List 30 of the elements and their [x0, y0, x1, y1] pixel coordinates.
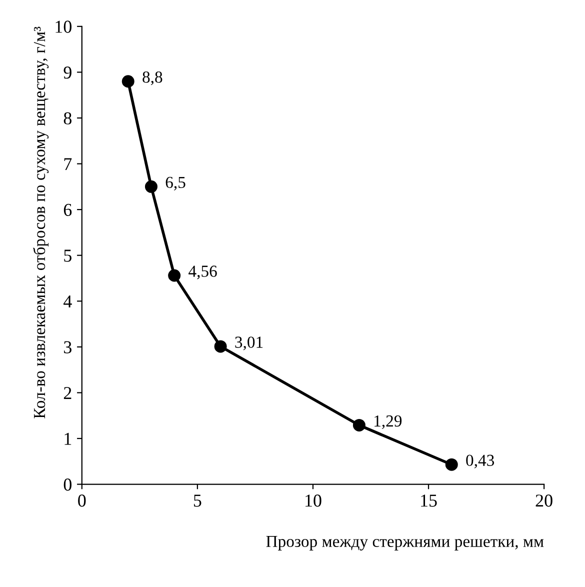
point	[168, 269, 181, 282]
data-label: 4,56	[188, 266, 217, 280]
x-tick-label: 10	[306, 494, 322, 507]
x-tick-label: 15	[421, 494, 437, 507]
y-tick-label: 0	[64, 478, 72, 491]
y-tick-label: 6	[64, 204, 72, 216]
data-label: 0,43	[466, 454, 494, 468]
point	[214, 340, 227, 353]
x-tick-label: 5	[194, 494, 202, 507]
y-tick-label: 4	[64, 296, 72, 308]
data-label: 6,5	[166, 176, 186, 190]
y-tick-label: 7	[64, 158, 72, 170]
data-label: 1,29	[374, 415, 402, 430]
point	[122, 75, 134, 88]
x-axis-title: Прозор между стержнями решетки, мм	[266, 536, 544, 550]
y-axis-title: Кол-во извлекаемых отбросов по сухому веществу, г/м³	[33, 26, 49, 418]
y-tick-label: 1	[64, 432, 72, 445]
x-tick-label: 0	[78, 494, 86, 507]
x-tick-label: 20	[536, 494, 552, 507]
point	[352, 418, 366, 432]
point	[445, 458, 458, 471]
y-tick-label: 10	[56, 20, 72, 33]
y-tick-label: 8	[64, 112, 72, 124]
y-tick-label: 3	[64, 341, 72, 354]
y-tick-label: 9	[64, 66, 72, 79]
y-tick-label: 2	[64, 387, 72, 399]
point	[144, 180, 158, 193]
data-label: 3,01	[235, 336, 263, 350]
y-tick-label: 5	[64, 250, 72, 262]
data-label: 8,8	[142, 72, 162, 86]
